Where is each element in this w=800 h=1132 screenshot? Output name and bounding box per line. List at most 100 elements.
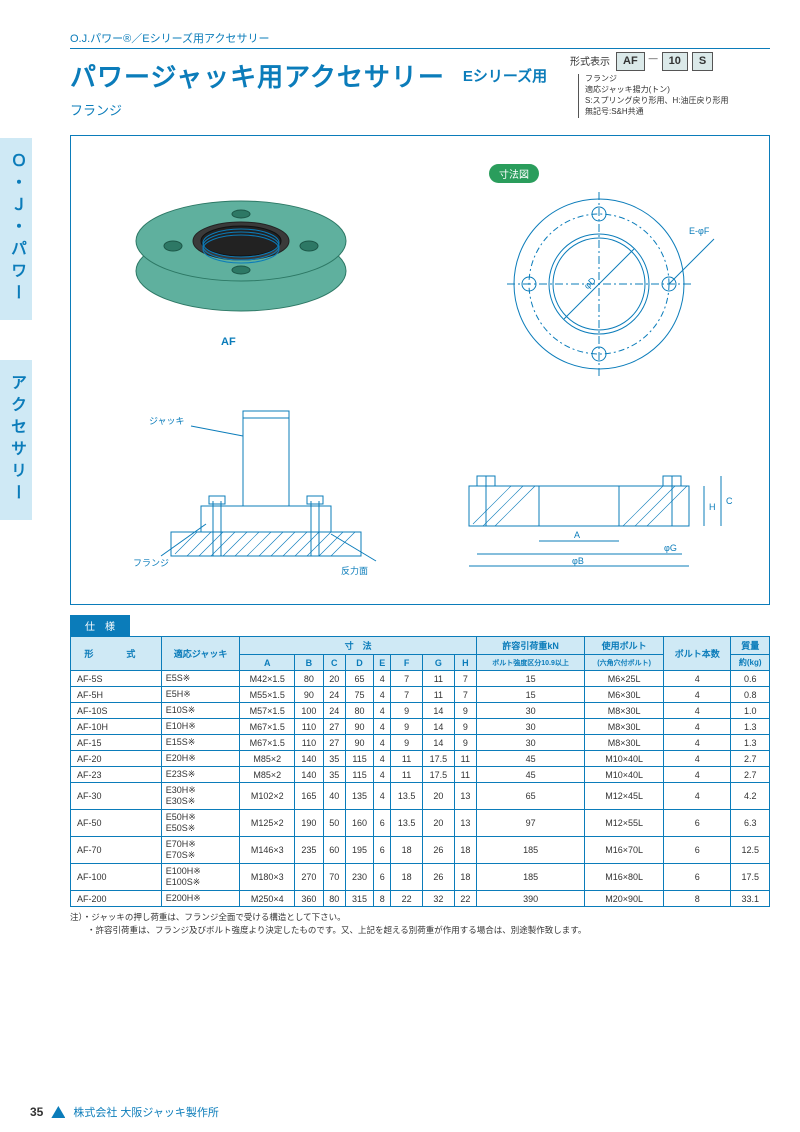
th-model: 形 式	[71, 637, 162, 671]
th-g: G	[423, 655, 455, 671]
table-cell: 9	[391, 735, 423, 751]
table-cell: AF-200	[71, 891, 162, 907]
table-cell: 65	[345, 671, 374, 687]
table-cell: 11	[391, 751, 423, 767]
table-cell: 13	[454, 810, 476, 837]
table-cell: 80	[295, 671, 324, 687]
table-cell: 165	[295, 783, 324, 810]
table-cell: E5S※	[161, 671, 240, 687]
table-cell: E50H※E50S※	[161, 810, 240, 837]
table-cell: 4	[374, 783, 391, 810]
format-code-1: AF	[616, 52, 645, 71]
table-cell: 6	[663, 837, 730, 864]
table-cell: 140	[295, 767, 324, 783]
table-cell: 9	[454, 703, 476, 719]
table-cell: 30	[476, 735, 584, 751]
table-cell: 1.3	[731, 719, 770, 735]
table-cell: 9	[454, 719, 476, 735]
table-cell: 14	[423, 735, 455, 751]
table-cell: 27	[323, 735, 345, 751]
table-cell: 35	[323, 767, 345, 783]
th-h: H	[454, 655, 476, 671]
note-2: ・許容引荷重は、フランジ及びボルト強度より決定したものです。又、上記を超える別荷…	[70, 924, 770, 937]
label-phid: φD	[582, 275, 598, 291]
table-cell: M250×4	[240, 891, 295, 907]
table-cell: 315	[345, 891, 374, 907]
table-cell: 4	[663, 783, 730, 810]
table-row: AF-50E50H※E50S※M125×219050160613.5201397…	[71, 810, 770, 837]
table-cell: 33.1	[731, 891, 770, 907]
table-cell: E30H※E30S※	[161, 783, 240, 810]
table-cell: 65	[476, 783, 584, 810]
th-c: C	[323, 655, 345, 671]
label-a: A	[574, 530, 580, 540]
table-cell: E23S※	[161, 767, 240, 783]
table-cell: 195	[345, 837, 374, 864]
table-cell: 390	[476, 891, 584, 907]
table-row: AF-200E200H※M250×4360803158223222390M20×…	[71, 891, 770, 907]
table-cell: 70	[323, 864, 345, 891]
page-number: 35	[30, 1105, 43, 1119]
format-label: 形式表示	[570, 56, 610, 70]
table-row: AF-10HE10H※M67×1.511027904914930M8×30L41…	[71, 719, 770, 735]
table-cell: 30	[476, 719, 584, 735]
table-cell: 12.5	[731, 837, 770, 864]
table-cell: 32	[423, 891, 455, 907]
table-cell: 190	[295, 810, 324, 837]
table-cell: 24	[323, 703, 345, 719]
table-cell: M85×2	[240, 767, 295, 783]
table-cell: 7	[391, 687, 423, 703]
format-line-1: フランジ	[585, 74, 770, 85]
table-cell: 27	[323, 719, 345, 735]
table-row: AF-5SE5S※M42×1.58020654711715M6×25L40.6	[71, 671, 770, 687]
table-cell: 45	[476, 767, 584, 783]
note-1: 注）・ジャッキの押し荷重は、フランジ全面で受ける構造として下さい。	[70, 911, 770, 924]
assembly-diagram: ジャッキ フランジ 反力面	[131, 406, 401, 586]
brand-logo-icon	[51, 1106, 65, 1118]
table-cell: 160	[345, 810, 374, 837]
product-label: AF	[221, 336, 236, 348]
table-cell: 80	[345, 703, 374, 719]
table-cell: 360	[295, 891, 324, 907]
table-cell: 30	[476, 703, 584, 719]
table-cell: 6	[374, 864, 391, 891]
table-cell: 110	[295, 719, 324, 735]
table-cell: 24	[323, 687, 345, 703]
th-mass: 質量	[731, 637, 770, 655]
label-reaction: 反力面	[341, 565, 368, 576]
format-code-3: S	[692, 52, 713, 71]
table-cell: 7	[454, 687, 476, 703]
table-cell: 0.8	[731, 687, 770, 703]
table-cell: 110	[295, 735, 324, 751]
table-cell: M16×70L	[585, 837, 664, 864]
table-cell: 17.5	[731, 864, 770, 891]
table-cell: AF-15	[71, 735, 162, 751]
table-cell: M10×40L	[585, 767, 664, 783]
table-cell: E5H※	[161, 687, 240, 703]
table-cell: M20×90L	[585, 891, 664, 907]
table-cell: 14	[423, 719, 455, 735]
brand-name: 株式会社 大阪ジャッキ製作所	[73, 1104, 219, 1120]
table-cell: 90	[345, 719, 374, 735]
label-jack: ジャッキ	[149, 416, 185, 426]
table-cell: 7	[454, 671, 476, 687]
th-f: F	[391, 655, 423, 671]
table-cell: 18	[391, 864, 423, 891]
table-cell: 11	[391, 767, 423, 783]
table-cell: 35	[323, 751, 345, 767]
table-cell: 97	[476, 810, 584, 837]
table-cell: M42×1.5	[240, 671, 295, 687]
product-illustration	[121, 176, 361, 326]
table-row: AF-5HE5H※M55×1.59024754711715M6×30L40.8	[71, 687, 770, 703]
table-cell: M57×1.5	[240, 703, 295, 719]
table-cell: AF-20	[71, 751, 162, 767]
table-cell: E100H※E100S※	[161, 864, 240, 891]
table-cell: M16×80L	[585, 864, 664, 891]
table-cell: 4	[374, 735, 391, 751]
table-cell: M102×2	[240, 783, 295, 810]
th-a: A	[240, 655, 295, 671]
table-cell: 11	[423, 671, 455, 687]
table-cell: 2.7	[731, 767, 770, 783]
table-cell: 13.5	[391, 810, 423, 837]
table-cell: 11	[423, 687, 455, 703]
